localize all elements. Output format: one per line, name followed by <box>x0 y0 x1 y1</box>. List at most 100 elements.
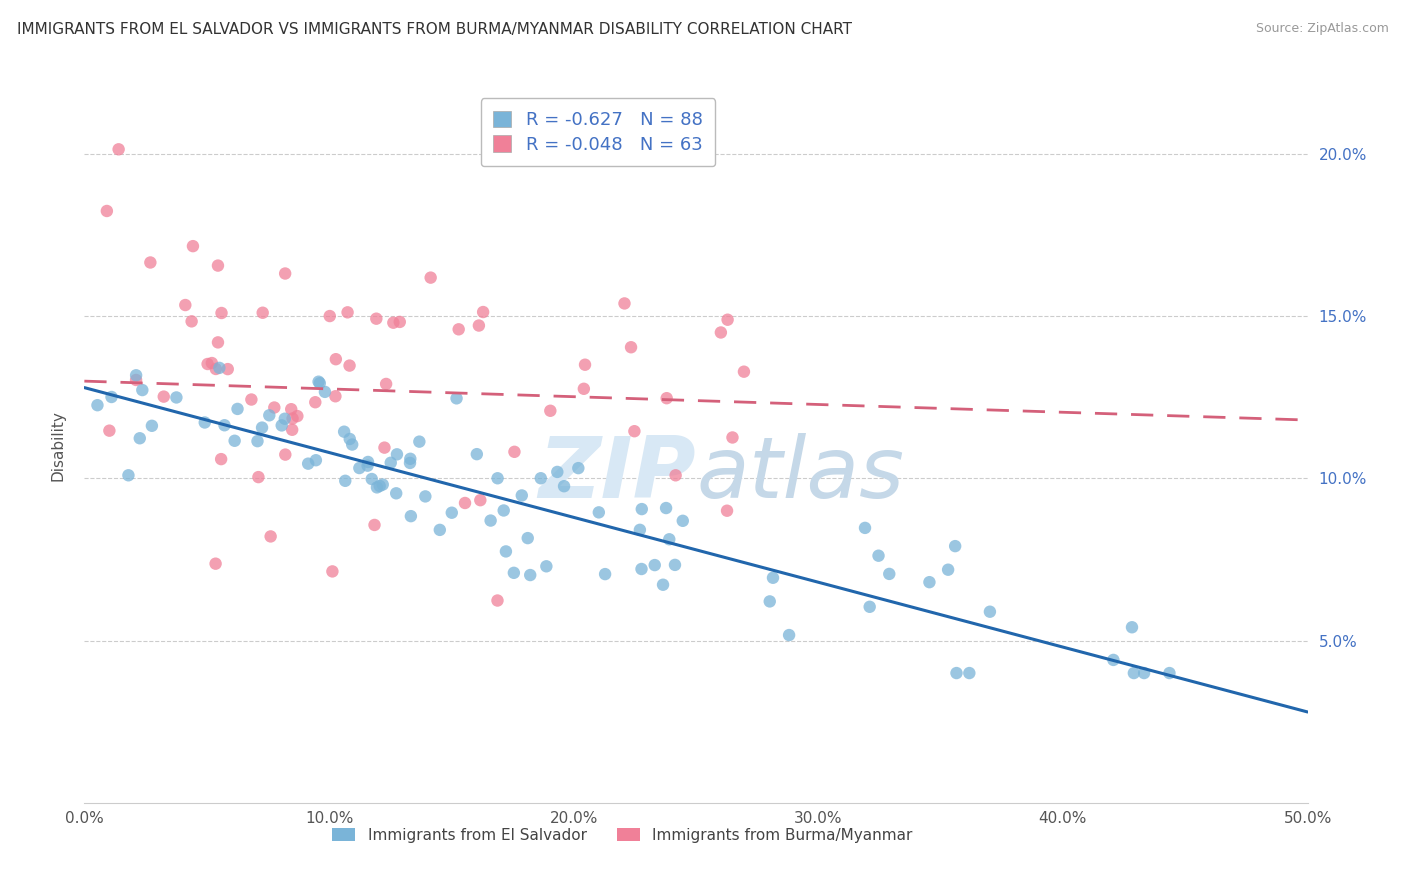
Point <box>672 514 695 528</box>
Point <box>240 392 263 407</box>
Point <box>98 424 121 438</box>
Point <box>247 470 270 484</box>
Point <box>859 599 882 614</box>
Point <box>207 335 229 350</box>
Point <box>593 567 616 582</box>
Point <box>281 423 304 437</box>
Legend: Immigrants from El Salvador, Immigrants from Burma/Myanmar: Immigrants from El Salvador, Immigrants … <box>326 822 918 848</box>
Point <box>204 362 226 376</box>
Point <box>128 431 150 445</box>
Y-axis label: Disability: Disability <box>51 410 66 482</box>
Point <box>194 416 217 430</box>
Point <box>339 432 361 446</box>
Point <box>107 142 129 156</box>
Point <box>516 531 538 545</box>
Point <box>125 368 148 383</box>
Point <box>201 356 224 370</box>
Point <box>246 434 269 449</box>
Point <box>655 501 678 516</box>
Point <box>655 391 678 405</box>
Point <box>363 518 385 533</box>
Point <box>628 523 651 537</box>
Point <box>319 309 342 323</box>
Point <box>371 477 394 491</box>
Point <box>419 270 441 285</box>
Point <box>325 389 347 403</box>
Point <box>1122 666 1144 681</box>
Point <box>360 472 382 486</box>
Point <box>207 259 229 273</box>
Point <box>349 461 371 475</box>
Point <box>644 558 666 573</box>
Point <box>197 357 219 371</box>
Point <box>100 390 122 404</box>
Point <box>717 312 740 326</box>
Point <box>408 434 430 449</box>
Point <box>492 503 515 517</box>
Point <box>1102 653 1125 667</box>
Point <box>716 504 738 518</box>
Point <box>214 418 236 433</box>
Point <box>665 468 688 483</box>
Point <box>270 418 292 433</box>
Point <box>366 311 388 326</box>
Point <box>321 565 343 579</box>
Point <box>1159 666 1181 681</box>
Point <box>366 480 388 494</box>
Point <box>502 566 524 580</box>
Point <box>778 628 800 642</box>
Point <box>211 306 233 320</box>
Point <box>131 383 153 397</box>
Point <box>519 568 541 582</box>
Point <box>495 544 517 558</box>
Point <box>274 411 297 425</box>
Point <box>853 521 876 535</box>
Point <box>538 404 561 418</box>
Point <box>224 434 246 448</box>
Point <box>454 496 477 510</box>
Point <box>325 352 347 367</box>
Point <box>125 373 148 387</box>
Point <box>979 605 1001 619</box>
Point <box>357 455 380 469</box>
Point <box>623 424 645 438</box>
Point <box>165 391 187 405</box>
Point <box>486 471 509 485</box>
Point <box>530 471 553 485</box>
Text: IMMIGRANTS FROM EL SALVADOR VS IMMIGRANTS FROM BURMA/MYANMAR DISABILITY CORRELAT: IMMIGRANTS FROM EL SALVADOR VS IMMIGRANT… <box>17 22 852 37</box>
Point <box>356 458 378 473</box>
Point <box>281 411 304 425</box>
Point <box>274 448 297 462</box>
Point <box>868 549 890 563</box>
Point <box>308 375 330 389</box>
Point <box>209 452 232 467</box>
Point <box>936 563 959 577</box>
Point <box>567 461 589 475</box>
Point <box>297 457 319 471</box>
Point <box>957 666 980 681</box>
Point <box>721 430 744 444</box>
Point <box>96 204 118 219</box>
Point <box>141 418 163 433</box>
Point <box>340 437 363 451</box>
Point <box>945 666 967 681</box>
Point <box>339 359 361 373</box>
Point <box>536 559 558 574</box>
Point <box>546 465 568 479</box>
Point <box>472 305 495 319</box>
Point <box>385 447 408 461</box>
Point <box>658 533 681 547</box>
Point <box>314 384 336 399</box>
Point <box>208 360 231 375</box>
Point <box>399 509 422 524</box>
Point <box>1133 666 1156 681</box>
Point <box>943 539 966 553</box>
Point <box>652 578 675 592</box>
Point <box>762 571 785 585</box>
Point <box>259 529 281 543</box>
Point <box>174 298 197 312</box>
Point <box>446 392 468 406</box>
Point <box>664 558 686 572</box>
Point <box>380 456 402 470</box>
Point <box>204 557 226 571</box>
